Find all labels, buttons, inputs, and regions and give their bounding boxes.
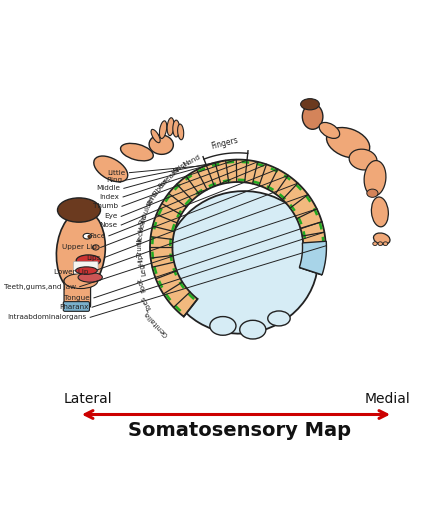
Text: Fingers: Fingers (211, 136, 240, 151)
Ellipse shape (300, 98, 319, 110)
Ellipse shape (165, 191, 318, 333)
Ellipse shape (173, 120, 179, 137)
Text: Lateral: Lateral (64, 392, 113, 406)
Text: Genitalia: Genitalia (143, 309, 169, 337)
Ellipse shape (159, 121, 167, 139)
Text: Arm: Arm (147, 191, 159, 206)
Text: Index: Index (99, 194, 119, 200)
Text: Pharanx: Pharanx (59, 304, 88, 310)
Text: Teeth,gums,and jaw: Teeth,gums,and jaw (4, 283, 76, 290)
Ellipse shape (92, 245, 99, 250)
Ellipse shape (374, 233, 390, 245)
Text: Trunk: Trunk (137, 238, 143, 257)
Text: Elbow: Elbow (152, 177, 169, 197)
Ellipse shape (57, 198, 101, 222)
Text: Neck: Neck (137, 226, 145, 245)
Text: Hand: Hand (182, 154, 202, 168)
Text: Foot: Foot (136, 276, 148, 293)
Ellipse shape (64, 274, 98, 289)
Ellipse shape (149, 135, 173, 154)
Text: Toes: Toes (141, 295, 154, 312)
Ellipse shape (210, 317, 236, 335)
Text: Upper Lip: Upper Lip (62, 244, 97, 251)
Text: Thumb: Thumb (93, 203, 118, 209)
Ellipse shape (76, 255, 101, 266)
Text: Leg: Leg (138, 263, 147, 277)
Ellipse shape (364, 160, 386, 196)
FancyBboxPatch shape (64, 278, 91, 308)
Ellipse shape (302, 104, 323, 129)
Text: Tongue: Tongue (65, 295, 90, 301)
Text: Medial: Medial (365, 392, 410, 406)
FancyBboxPatch shape (63, 302, 89, 312)
Text: Intraabdominalorgans: Intraabdominalorgans (7, 314, 86, 320)
Ellipse shape (121, 143, 153, 161)
Text: Face: Face (89, 233, 105, 239)
Ellipse shape (94, 156, 128, 182)
Ellipse shape (178, 124, 184, 140)
Text: Head: Head (138, 214, 148, 234)
Ellipse shape (372, 197, 388, 227)
Ellipse shape (167, 118, 174, 135)
Ellipse shape (367, 189, 378, 197)
Text: Somatosensory Map: Somatosensory Map (128, 421, 351, 440)
Ellipse shape (378, 242, 383, 245)
Ellipse shape (151, 129, 160, 143)
Text: Shoulder: Shoulder (138, 195, 156, 227)
Text: Hip: Hip (137, 253, 144, 266)
Ellipse shape (240, 320, 266, 339)
FancyBboxPatch shape (73, 262, 98, 274)
Text: Lips: Lips (86, 255, 101, 260)
Text: Forearm: Forearm (157, 165, 183, 190)
Ellipse shape (327, 128, 370, 158)
Text: Little: Little (107, 170, 126, 176)
Text: Eye: Eye (104, 214, 118, 219)
Text: Middle: Middle (96, 185, 120, 191)
Text: Wrist: Wrist (171, 160, 190, 176)
Ellipse shape (76, 267, 97, 275)
Polygon shape (150, 159, 326, 317)
Text: Lower Lip: Lower Lip (54, 269, 88, 275)
Ellipse shape (83, 233, 91, 239)
Ellipse shape (56, 210, 105, 292)
Ellipse shape (78, 272, 102, 282)
Ellipse shape (373, 242, 377, 245)
Ellipse shape (349, 149, 377, 170)
Text: Ring: Ring (106, 177, 122, 183)
Ellipse shape (383, 242, 388, 245)
Ellipse shape (319, 122, 340, 139)
Ellipse shape (268, 311, 290, 326)
Text: Nose: Nose (99, 222, 118, 228)
Ellipse shape (87, 235, 91, 238)
Polygon shape (299, 241, 327, 275)
